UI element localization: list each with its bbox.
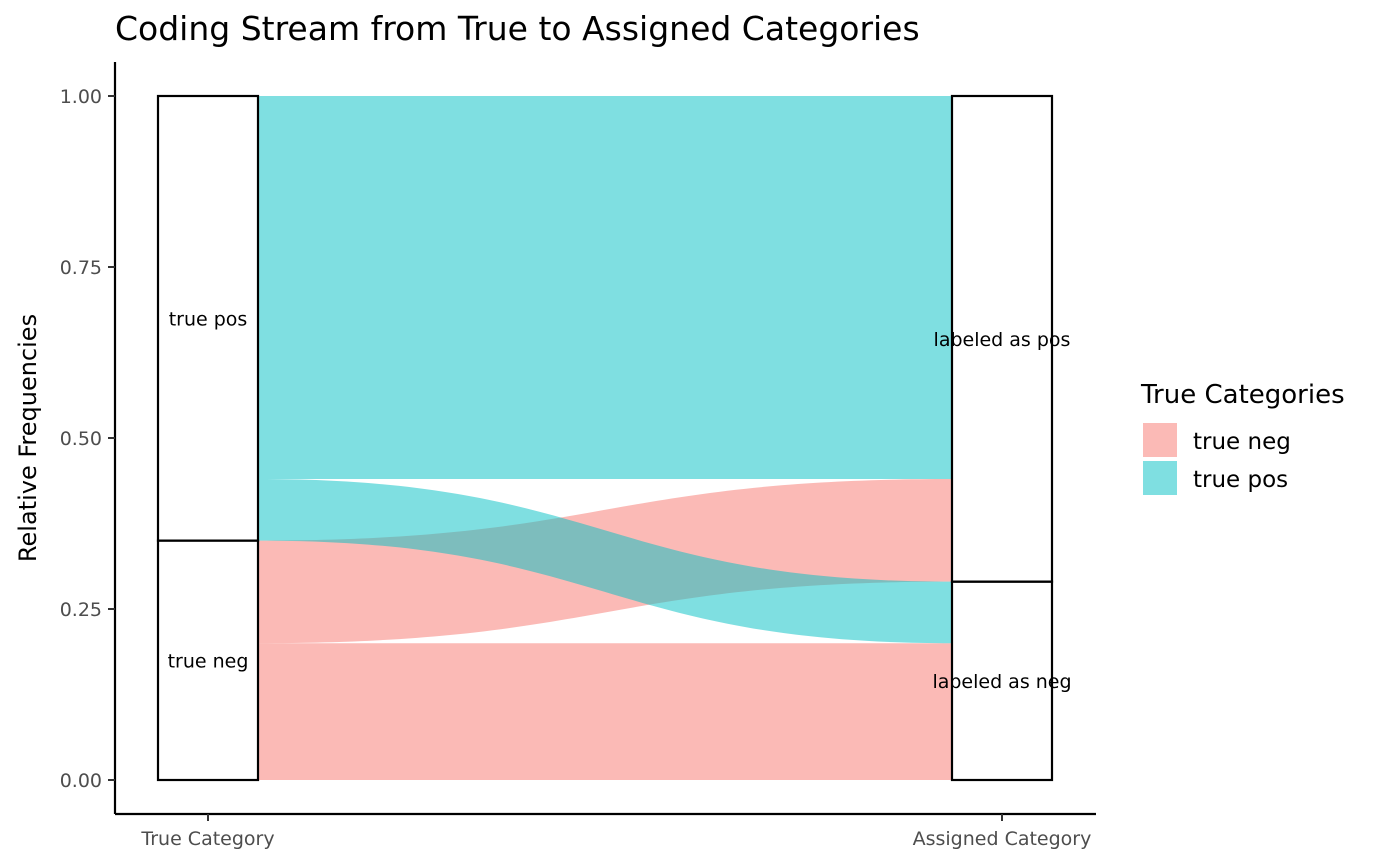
stratum-label-labeled-as-neg: labeled as neg bbox=[932, 671, 1071, 693]
y-tick-label: 0.25 bbox=[60, 599, 102, 621]
flow-true-pos-to-labeled-as-pos bbox=[258, 96, 952, 480]
flow-true-pos-to-labeled-as-neg bbox=[258, 479, 952, 644]
y-tick-label: 0.50 bbox=[60, 428, 102, 450]
y-tick-label: 0.00 bbox=[60, 770, 102, 792]
stratum-label-labeled-as-pos: labeled as pos bbox=[934, 329, 1071, 351]
x-tick-label: Assigned Category bbox=[913, 828, 1092, 850]
legend-key-true-pos bbox=[1143, 461, 1177, 495]
chart-title: Coding Stream from True to Assigned Cate… bbox=[115, 9, 920, 48]
x-tick-label: True Category bbox=[140, 828, 274, 850]
axes-layer: 0.00 0.25 0.50 0.75 1.00 True Category Assigne… bbox=[60, 62, 1096, 850]
legend: True Categories true neg true pos bbox=[1140, 380, 1345, 495]
stratum-label-true-pos: true pos bbox=[169, 308, 248, 330]
y-tick-label: 0.75 bbox=[60, 257, 102, 279]
y-tick-label: 1.00 bbox=[60, 86, 102, 108]
legend-key-true-neg bbox=[1143, 423, 1177, 457]
legend-label: true neg bbox=[1193, 429, 1291, 455]
stratum-labeled-as-pos bbox=[950, 94, 1054, 583]
flow-true-neg-to-labeled-as-neg bbox=[258, 643, 952, 780]
legend-label: true pos bbox=[1193, 467, 1288, 493]
y-axis-title: Relative Frequencies bbox=[14, 314, 42, 562]
legend-title: True Categories bbox=[1140, 380, 1345, 410]
flows-layer bbox=[258, 96, 952, 780]
stratum-label-true-neg: true neg bbox=[168, 650, 249, 672]
strata-layer: true neg true pos labeled as neg labeled as… bbox=[156, 94, 1072, 782]
stratum-true-pos bbox=[156, 94, 260, 542]
